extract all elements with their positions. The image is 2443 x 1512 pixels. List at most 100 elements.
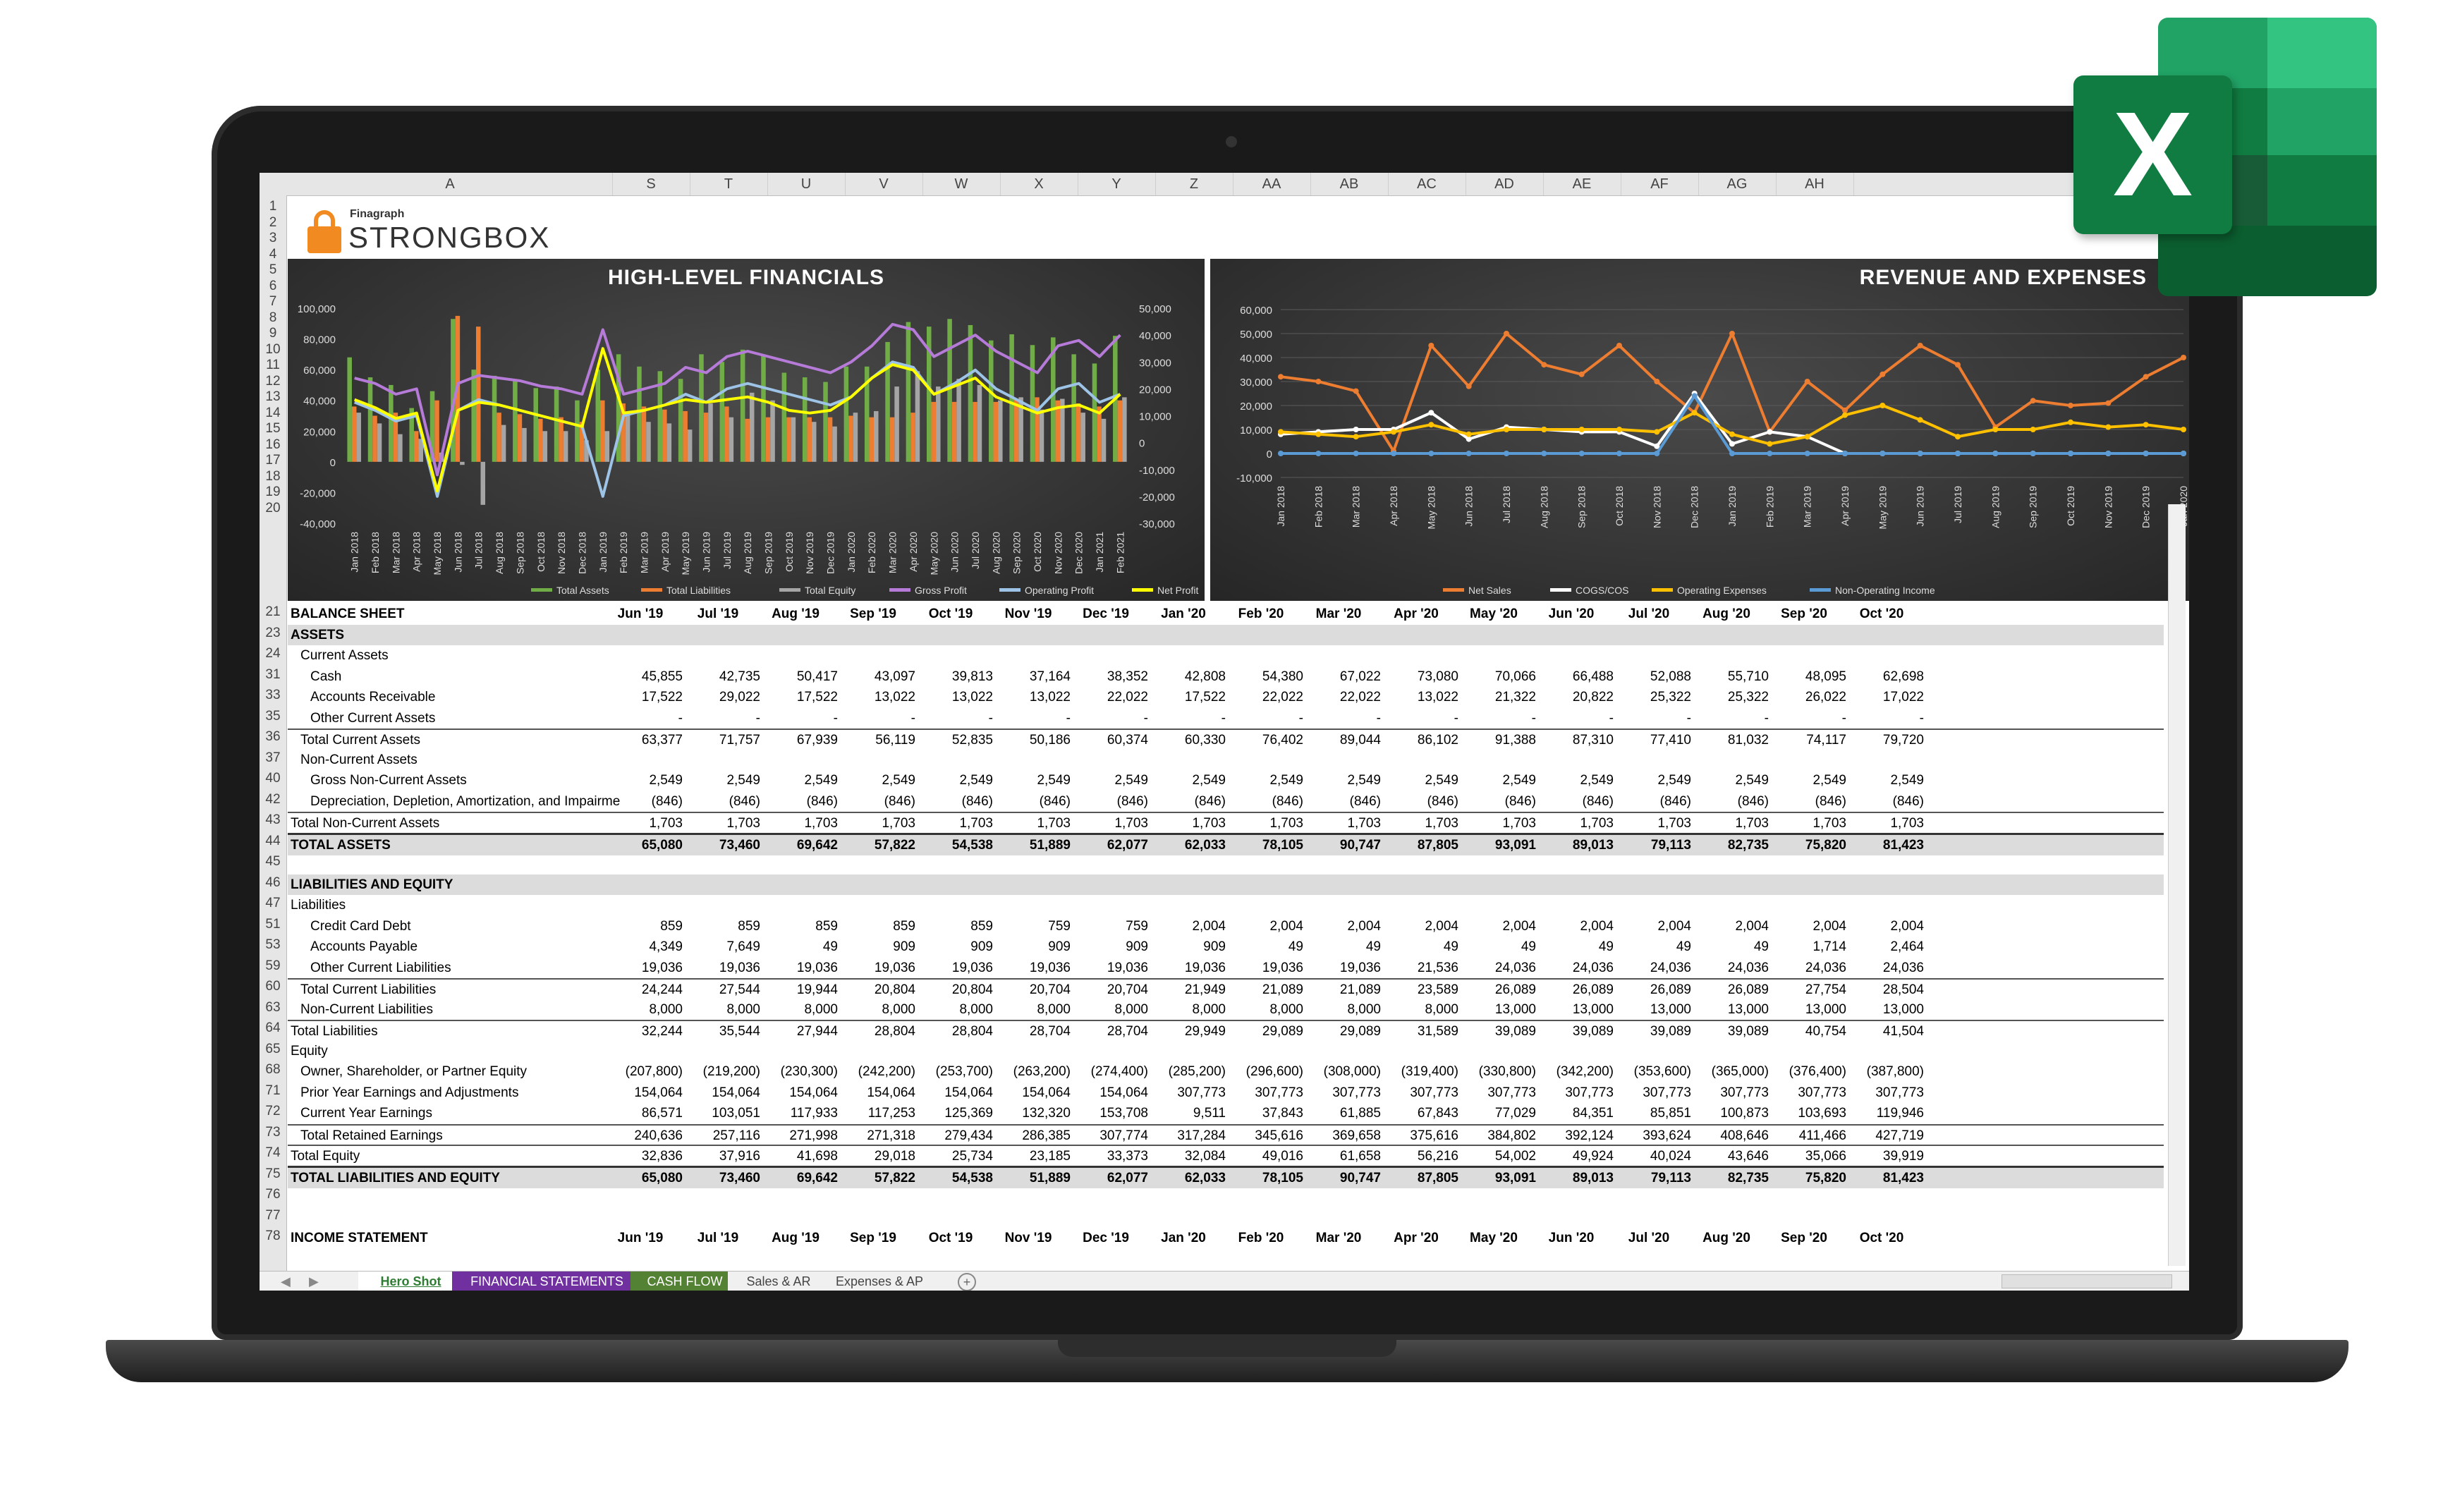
cell-value[interactable]: 2,549 <box>1813 773 1846 788</box>
cell-value[interactable]: 2,549 <box>726 773 760 788</box>
cell-value[interactable]: 2,549 <box>959 773 993 788</box>
cell-value[interactable]: 271,318 <box>867 1128 915 1143</box>
cell-value[interactable]: 2,549 <box>1735 773 1769 788</box>
cell-value[interactable]: 39,089 <box>1727 1024 1769 1039</box>
cell-value[interactable]: 20,822 <box>1572 690 1614 705</box>
cell-value[interactable]: 307,774 <box>1099 1128 1148 1143</box>
column-header[interactable]: AE <box>1543 173 1621 195</box>
cell-value[interactable]: 7,649 <box>726 939 760 954</box>
cell-value[interactable]: 26,022 <box>1805 690 1846 705</box>
cell-value[interactable]: 909 <box>1126 939 1148 954</box>
row-number[interactable]: 4 <box>269 246 277 262</box>
cell-value[interactable]: 57,822 <box>874 837 915 853</box>
cell-value[interactable]: 49 <box>1598 939 1614 954</box>
cell-value[interactable]: 1,703 <box>1890 816 1924 831</box>
cell-value[interactable]: 39,919 <box>1882 1149 1924 1164</box>
row-number[interactable]: 78 <box>265 1228 281 1243</box>
cell-value[interactable]: 55,710 <box>1727 669 1769 684</box>
table-row[interactable]: Total Non-Current Assets 1,703 1,703 1,703 1… <box>288 812 2164 834</box>
table-row[interactable]: Other Current Assets - - - - - - - - - - - - - - - - - <box>288 708 2164 728</box>
cell-value[interactable]: 57,822 <box>874 1170 915 1185</box>
column-header[interactable]: AC <box>1388 173 1466 195</box>
cell-value[interactable]: 408,646 <box>1720 1128 1769 1143</box>
cell-value[interactable]: 24,036 <box>1650 960 1691 975</box>
cell-value[interactable]: 49 <box>1753 939 1769 954</box>
cell-value[interactable]: 1,703 <box>1502 816 1536 831</box>
cell-value[interactable]: 2,549 <box>804 773 838 788</box>
cell-value[interactable]: 75,820 <box>1805 1170 1846 1185</box>
cell-value[interactable]: 4,349 <box>649 939 683 954</box>
cell-value[interactable]: 21,322 <box>1494 690 1536 705</box>
cell-value[interactable]: 37,916 <box>719 1149 760 1164</box>
cell-value[interactable]: (353,600) <box>1633 1064 1691 1079</box>
cell-value[interactable]: 2,549 <box>649 773 683 788</box>
row-number[interactable]: 35 <box>265 708 281 724</box>
cell-value[interactable]: 79,720 <box>1882 733 1924 748</box>
row-number[interactable]: 75 <box>265 1166 281 1181</box>
cell-value[interactable]: 65,080 <box>641 1170 683 1185</box>
table-row[interactable]: Total Equity 32,836 37,916 41,698 29,018 25,7… <box>288 1145 2164 1166</box>
cell-value[interactable]: 19,036 <box>1262 960 1303 975</box>
cell-value[interactable]: 41,504 <box>1882 1024 1924 1039</box>
cell-value[interactable]: 81,032 <box>1727 733 1769 748</box>
table-row[interactable]: Non-Current Liabilities 8,000 8,000 8,000 8,… <box>288 999 2164 1020</box>
column-header[interactable]: X <box>1000 173 1078 195</box>
cell-value[interactable]: 93,091 <box>1494 837 1536 853</box>
cell-value[interactable]: 62,077 <box>1107 1170 1148 1185</box>
cell-value[interactable]: 119,946 <box>1876 1106 1924 1121</box>
cell-value[interactable]: 13,000 <box>1494 1001 1536 1017</box>
table-row[interactable]: Owner, Shareholder, or Partner Equity (20… <box>288 1061 2164 1082</box>
row-number[interactable]: 43 <box>265 812 281 827</box>
cell-value[interactable]: 2,549 <box>1890 773 1924 788</box>
cell-value[interactable]: 859 <box>893 918 915 934</box>
cell-value[interactable]: 49,016 <box>1262 1149 1303 1164</box>
row-number[interactable]: 11 <box>266 358 280 372</box>
cell-value[interactable]: 49,924 <box>1572 1149 1614 1164</box>
cell-value[interactable]: 384,802 <box>1487 1128 1536 1143</box>
cell-value[interactable]: 1,703 <box>1735 816 1769 831</box>
cell-value[interactable]: 29,018 <box>874 1149 915 1164</box>
table-row[interactable]: Accounts Payable 4,349 7,649 49 909 909 909 909… <box>288 937 2164 957</box>
cell-value[interactable]: 8,000 <box>1425 1001 1458 1017</box>
cell-value[interactable]: 87,805 <box>1417 1170 1458 1185</box>
cell-value[interactable]: (342,200) <box>1556 1064 1614 1079</box>
row-number[interactable]: 59 <box>265 958 281 973</box>
table-row[interactable]: Liabilities <box>288 895 2164 915</box>
cell-value[interactable]: 22,022 <box>1262 690 1303 705</box>
row-number[interactable]: 15 <box>265 421 281 436</box>
cell-value[interactable]: 50,186 <box>1029 733 1071 748</box>
cell-value[interactable]: 13,022 <box>951 690 993 705</box>
cell-value[interactable]: 2,464 <box>1890 939 1924 954</box>
cell-value[interactable]: (846) <box>1659 793 1691 809</box>
cell-value[interactable]: 19,036 <box>1184 960 1226 975</box>
cell-value[interactable]: 1,703 <box>1114 816 1148 831</box>
cell-value[interactable]: 89,044 <box>1339 733 1381 748</box>
row-number[interactable]: 76 <box>265 1187 281 1202</box>
cell-value[interactable]: 25,322 <box>1727 690 1769 705</box>
column-header[interactable]: Z <box>1155 173 1233 195</box>
revenue-expenses-chart[interactable]: REVENUE AND EXPENSES 60,000 50,000 40,000 3… <box>1210 259 2189 601</box>
tab-scroll-left[interactable]: ◀ <box>281 1274 291 1288</box>
table-row[interactable]: TOTAL LIABILITIES AND EQUITY 65,080 73,460… <box>288 1165 2164 1188</box>
row-number[interactable]: 16 <box>265 437 281 452</box>
cell-value[interactable]: 21,089 <box>1339 982 1381 997</box>
row-number[interactable]: 40 <box>265 771 281 786</box>
tab-cash-flow[interactable]: CASH FLOW <box>630 1272 739 1291</box>
table-row[interactable]: Other Current Liabilities 19,036 19,036 19,… <box>288 958 2164 978</box>
add-sheet-icon[interactable]: + <box>958 1273 976 1291</box>
table-row[interactable]: Current Year Earnings 86,571 103,051 117,93… <box>288 1103 2164 1123</box>
cell-value[interactable]: 19,036 <box>1029 960 1071 975</box>
cell-value[interactable]: 76,402 <box>1262 733 1303 748</box>
table-row[interactable]: TOTAL ASSETS 65,080 73,460 69,642 57,822 54,5… <box>288 832 2164 855</box>
cell-value[interactable]: 37,164 <box>1029 669 1071 684</box>
column-header[interactable]: AD <box>1466 173 1544 195</box>
cell-value[interactable]: 2,549 <box>882 773 915 788</box>
cell-value[interactable]: 79,113 <box>1650 837 1691 853</box>
cell-value[interactable]: 13,000 <box>1572 1001 1614 1017</box>
cell-value[interactable]: (242,200) <box>858 1064 915 1079</box>
cell-value[interactable]: 60,330 <box>1184 733 1226 748</box>
cell-value[interactable]: 50,417 <box>796 669 838 684</box>
cell-value[interactable]: 85,851 <box>1650 1106 1691 1121</box>
tab-expenses-ap[interactable]: Expenses & AP <box>818 1272 941 1291</box>
cell-value[interactable]: - <box>1609 710 1614 726</box>
